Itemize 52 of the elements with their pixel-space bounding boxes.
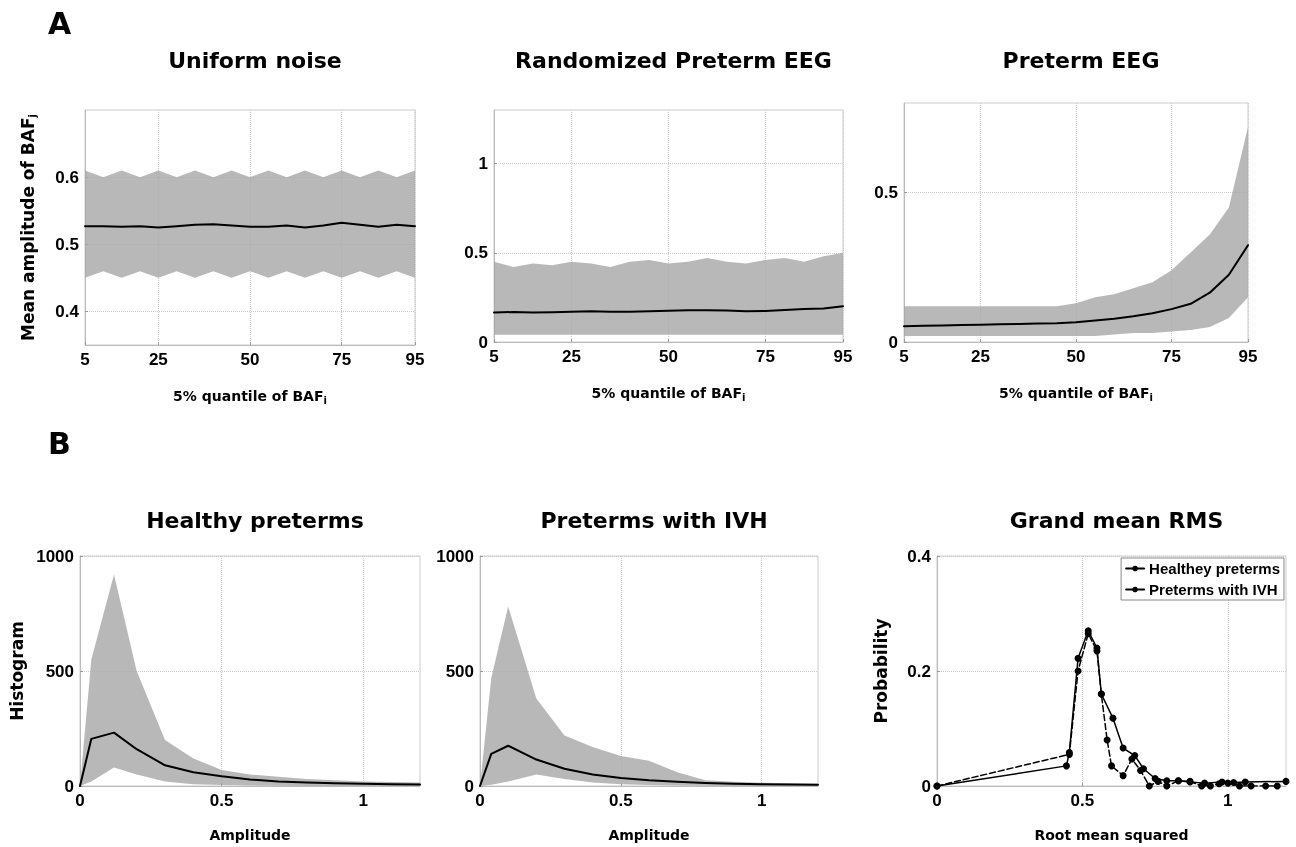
x-tick-label: 5 <box>80 350 90 369</box>
y-axis-title: Probability <box>870 618 891 724</box>
chart-title: Preterms with IVH <box>540 507 768 533</box>
x-tick-label: 95 <box>833 347 853 366</box>
y-tick-label: 0 <box>64 776 74 796</box>
chart-title: Healthy preterms <box>146 507 364 533</box>
y-tick-label: 1 <box>478 154 488 174</box>
legend-label: Healthey preterms <box>1149 560 1281 577</box>
x-tick-label: 0.5 <box>209 791 234 810</box>
x-tick-label: 1 <box>756 791 767 810</box>
y-tick-label: 500 <box>445 661 474 681</box>
x-tick-label: 25 <box>970 347 990 366</box>
y-tick-label: 0.4 <box>907 546 932 566</box>
y-tick-label: 0 <box>921 776 931 796</box>
x-tick-label: 1 <box>358 791 369 810</box>
y-axis-title: Histogram <box>6 621 27 721</box>
x-tick-label: 75 <box>332 350 352 369</box>
x-tick-label: 25 <box>148 350 168 369</box>
chart-title: Randomized Preterm EEG <box>515 47 832 73</box>
chart-title: Uniform noise <box>168 47 342 73</box>
y-tick-label: 1000 <box>36 546 74 566</box>
x-tick-label: 50 <box>240 350 260 369</box>
x-tick-label: 95 <box>405 350 425 369</box>
x-tick-label: 50 <box>659 347 678 366</box>
x-axis-title: Amplitude <box>608 827 690 843</box>
text: B <box>48 425 71 461</box>
x-tick-label: 50 <box>1066 347 1086 366</box>
x-tick-label: 0.5 <box>609 791 633 810</box>
x-axis-title: Root mean squared <box>1034 827 1189 843</box>
y-tick-label: 0.6 <box>55 167 79 187</box>
x-tick-label: 5 <box>489 347 499 366</box>
x-tick-label: 0.5 <box>1070 791 1095 810</box>
y-tick-label: 0.5 <box>55 234 79 254</box>
x-tick-label: 95 <box>1238 347 1258 366</box>
chart-title: Preterm EEG <box>1002 47 1160 73</box>
x-axis-title: Amplitude <box>209 827 291 843</box>
chart-title: Grand mean RMS <box>1009 507 1224 533</box>
y-tick-label: 1000 <box>436 546 474 566</box>
y-tick-label: 0.2 <box>907 661 931 681</box>
x-tick-label: 75 <box>1162 347 1182 366</box>
x-tick-label: 5 <box>899 347 909 366</box>
y-tick-label: 0 <box>478 332 488 352</box>
legend-label: Preterms with IVH <box>1149 581 1278 598</box>
text: A <box>48 5 72 41</box>
y-axis-title: Mean amplitude of BAFj <box>18 114 38 341</box>
y-tick-label: 0.5 <box>464 243 488 263</box>
y-tick-label: 0 <box>464 776 474 796</box>
x-tick-label: 25 <box>562 347 582 366</box>
y-tick-label: 0.4 <box>55 301 80 321</box>
x-tick-label: 1 <box>1223 791 1233 810</box>
x-tick-label: 75 <box>755 347 775 366</box>
y-tick-label: 500 <box>45 661 74 681</box>
